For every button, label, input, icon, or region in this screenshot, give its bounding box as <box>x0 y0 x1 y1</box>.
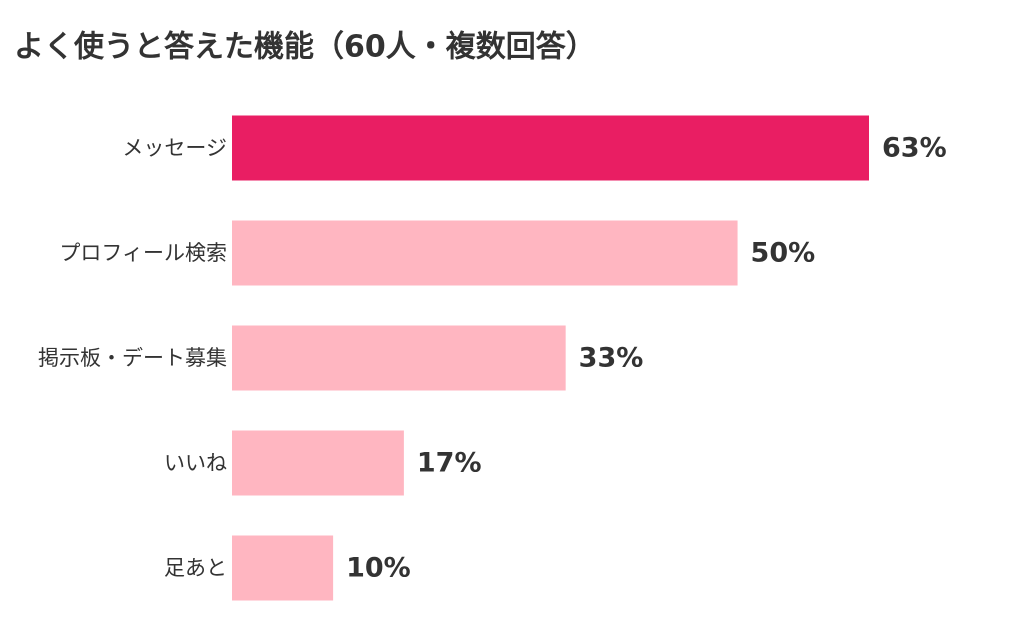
value-label: 33% <box>579 343 644 374</box>
value-label: 63% <box>882 133 947 164</box>
category-label: メッセージ <box>122 136 227 160</box>
bar <box>232 535 334 601</box>
bar <box>232 325 566 391</box>
category-label: 掲示板・デート募集 <box>38 346 227 370</box>
bar <box>232 220 738 286</box>
bar <box>232 430 404 496</box>
chart-title: よく使うと答えた機能（60人・複数回答） <box>14 30 596 65</box>
bar <box>232 115 869 181</box>
value-label: 10% <box>346 553 411 584</box>
category-label: プロフィール検索 <box>59 241 227 265</box>
value-label: 50% <box>751 238 816 269</box>
category-label: いいね <box>164 451 227 475</box>
category-label: 足あと <box>164 556 227 580</box>
value-label: 17% <box>417 448 482 479</box>
